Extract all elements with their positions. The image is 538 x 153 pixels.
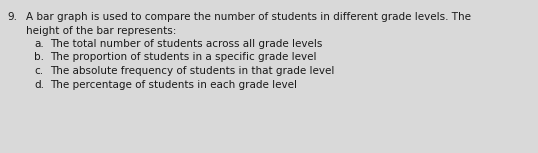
Text: b.: b. bbox=[34, 52, 44, 62]
Text: The proportion of students in a specific grade level: The proportion of students in a specific… bbox=[50, 52, 316, 62]
Text: a.: a. bbox=[34, 39, 44, 49]
Text: The percentage of students in each grade level: The percentage of students in each grade… bbox=[50, 80, 297, 90]
Text: The absolute frequency of students in that grade level: The absolute frequency of students in th… bbox=[50, 66, 335, 76]
Text: 9.: 9. bbox=[7, 12, 17, 22]
Text: c.: c. bbox=[34, 66, 43, 76]
Text: The total number of students across all grade levels: The total number of students across all … bbox=[50, 39, 322, 49]
Text: d.: d. bbox=[34, 80, 44, 90]
Text: height of the bar represents:: height of the bar represents: bbox=[26, 26, 176, 35]
Text: A bar graph is used to compare the number of students in different grade levels.: A bar graph is used to compare the numbe… bbox=[26, 12, 471, 22]
